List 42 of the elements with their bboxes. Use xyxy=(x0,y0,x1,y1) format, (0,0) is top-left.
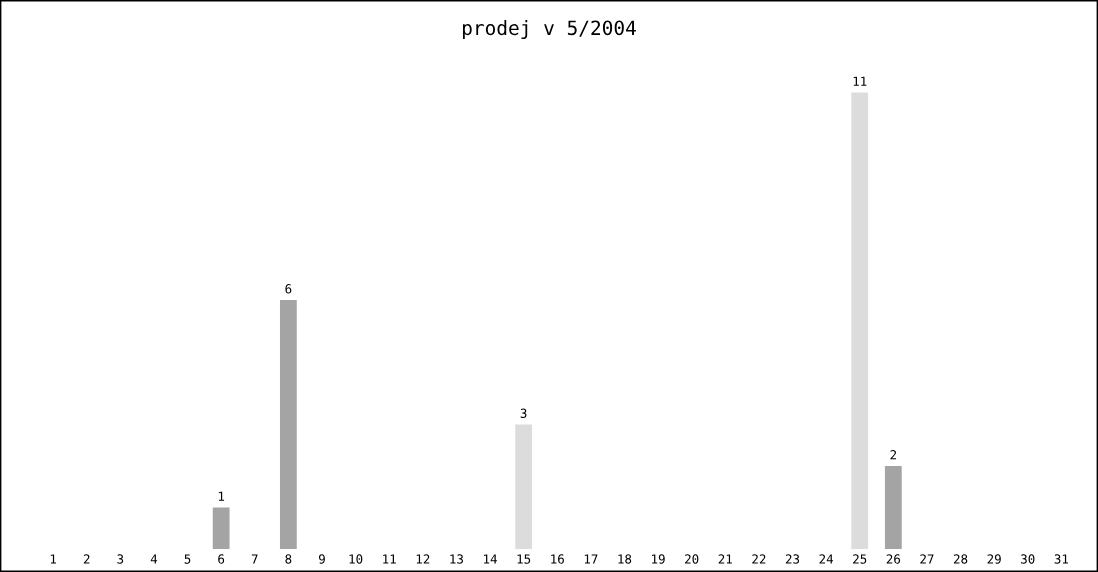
x-tick-label: 11 xyxy=(383,554,396,564)
x-tick-label: 10 xyxy=(349,554,363,564)
x-tick-label: 29 xyxy=(987,554,1001,564)
x-tick-label: 5 xyxy=(184,554,191,564)
x-tick-label: 24 xyxy=(819,554,834,564)
x-tick-label: 14 xyxy=(483,554,497,564)
x-tick-label: 21 xyxy=(718,554,732,564)
x-tick-label: 18 xyxy=(618,554,632,564)
x-tick-label: 26 xyxy=(886,554,901,564)
x-tick-label: 12 xyxy=(416,554,430,564)
x-tick-label: 17 xyxy=(584,554,598,564)
x-tick-label: 13 xyxy=(450,554,463,564)
x-tick-label: 27 xyxy=(920,554,934,564)
x-tick-label: 3 xyxy=(117,554,124,564)
data-label: 3 xyxy=(520,408,527,419)
x-tick-label: 6 xyxy=(218,554,225,564)
x-tick-label: 20 xyxy=(685,554,699,564)
x-tick-label: 28 xyxy=(953,554,968,564)
x-tick-label: 22 xyxy=(752,554,766,564)
x-tick-label: 15 xyxy=(517,554,531,564)
x-tick-label: 9 xyxy=(318,554,325,564)
x-tick-label: 23 xyxy=(785,554,800,564)
data-label: 2 xyxy=(890,450,897,460)
x-tick-label: 4 xyxy=(150,554,158,564)
bar xyxy=(279,300,297,550)
chart-title: prodej v 5/2004 xyxy=(463,20,636,39)
x-tick-label: 25 xyxy=(853,554,867,564)
bar xyxy=(851,92,869,550)
x-tick-label: 2 xyxy=(83,554,90,564)
bar xyxy=(515,424,533,550)
x-tick-label: 30 xyxy=(1021,554,1035,564)
x-tick-label: 1 xyxy=(50,554,57,564)
x-tick-label: 8 xyxy=(285,554,292,564)
bar xyxy=(884,466,902,550)
data-label: 1 xyxy=(218,491,225,501)
x-tick-label: 7 xyxy=(251,554,258,564)
data-label: 6 xyxy=(285,284,292,294)
x-tick-label: 16 xyxy=(551,554,564,564)
x-tick-label: 31 xyxy=(1054,554,1069,564)
data-label: 11 xyxy=(853,76,867,86)
bar xyxy=(212,507,230,550)
x-tick-label: 19 xyxy=(652,554,665,564)
